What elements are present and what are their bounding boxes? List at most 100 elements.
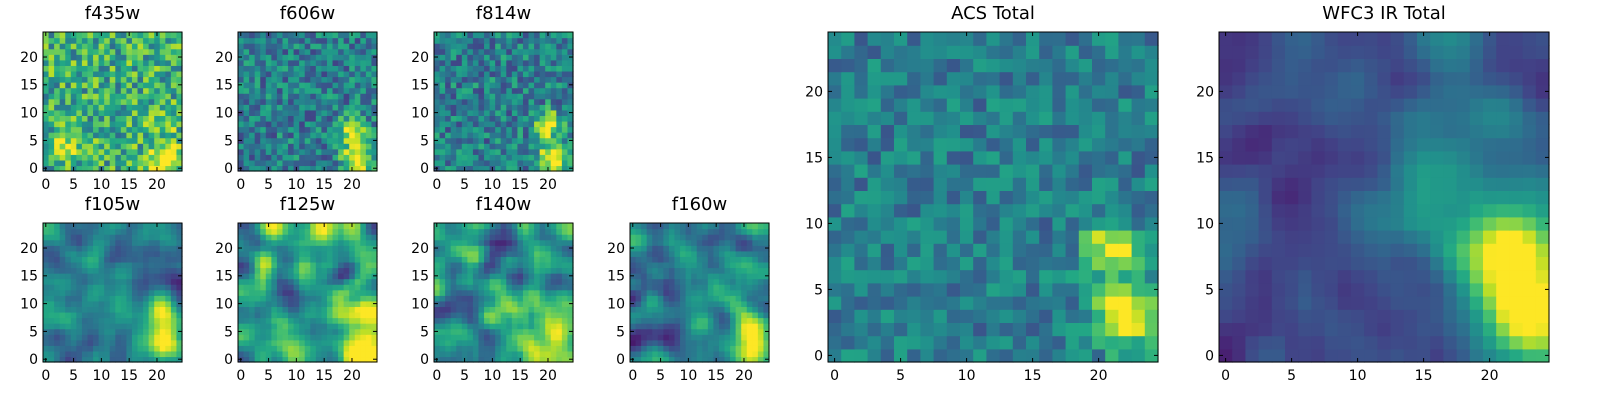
heatmap-cell: [321, 65, 328, 72]
heatmap-cell: [445, 115, 452, 122]
heatmap-cell: [326, 48, 334, 55]
heatmap-cell: [556, 334, 563, 341]
heatmap-cell: [310, 82, 317, 89]
heatmap-cell: [522, 223, 530, 230]
heatmap-cell: [828, 203, 842, 218]
heatmap-cell: [109, 48, 116, 55]
heatmap-cell: [545, 250, 552, 257]
heatmap-cell: [271, 295, 278, 302]
heatmap-cell: [506, 148, 513, 155]
heatmap-cell: [545, 82, 552, 89]
heatmap-cell: [567, 234, 574, 241]
heatmap-cell: [165, 350, 172, 358]
y-tick-label: 10: [215, 297, 233, 313]
heatmap-cell: [87, 65, 94, 72]
heatmap-cell: [517, 148, 524, 155]
heatmap-cell: [713, 250, 720, 257]
heatmap-cell: [65, 339, 72, 346]
heatmap-cell: [76, 93, 83, 100]
heatmap-cell: [450, 76, 457, 83]
heatmap-cell: [288, 323, 295, 330]
heatmap-cell: [478, 278, 485, 285]
heatmap-cell: [293, 43, 300, 50]
heatmap-cell: [652, 311, 659, 319]
heatmap-cell: [131, 228, 139, 235]
heatmap-cell: [445, 93, 452, 100]
heatmap-cell: [154, 65, 161, 72]
heatmap-cell: [365, 334, 373, 341]
heatmap-cell: [724, 295, 731, 302]
heatmap-cell: [299, 323, 306, 330]
heatmap-cell: [332, 350, 339, 358]
heatmap-cell: [517, 159, 524, 167]
heatmap-cell: [254, 37, 261, 44]
heatmap-cell: [299, 48, 306, 55]
heatmap-cell: [332, 115, 339, 122]
heatmap-cell: [946, 256, 961, 271]
heatmap-cell: [511, 273, 518, 280]
heatmap-cell: [349, 154, 356, 161]
heatmap-cell: [556, 228, 563, 235]
heatmap-cell: [450, 148, 457, 155]
heatmap-cell: [137, 267, 144, 274]
heatmap-cell: [960, 348, 974, 363]
heatmap-cell: [735, 250, 742, 257]
heatmap-cell: [98, 300, 105, 307]
heatmap-cell: [349, 48, 356, 55]
heatmap-cell: [1052, 322, 1067, 337]
heatmap-cell: [276, 98, 284, 105]
heatmap-cell: [265, 70, 272, 78]
heatmap-cell: [98, 261, 105, 269]
heatmap-cell: [332, 295, 339, 302]
heatmap-cell: [332, 65, 339, 72]
heatmap-cell: [680, 273, 687, 280]
heatmap-cell: [349, 143, 356, 150]
heatmap-cell: [293, 334, 300, 341]
heatmap-cell: [276, 120, 284, 128]
heatmap-cell: [254, 59, 261, 66]
heatmap-cell: [668, 250, 676, 257]
heatmap-cell: [534, 300, 541, 307]
heatmap-cell: [450, 323, 457, 330]
heatmap-cell: [567, 132, 574, 139]
heatmap-cell: [506, 132, 513, 139]
heatmap-cell: [478, 350, 485, 358]
heatmap-cell: [315, 82, 322, 89]
heatmap-cell: [59, 126, 66, 133]
heatmap-cell: [484, 278, 491, 285]
heatmap-cell: [310, 289, 317, 296]
heatmap-cell: [315, 143, 322, 150]
heatmap-cell: [131, 261, 139, 269]
heatmap-cell: [641, 356, 648, 363]
heatmap-cell: [249, 43, 256, 50]
heatmap-cell: [506, 143, 513, 150]
heatmap-cell: [249, 159, 256, 167]
heatmap-cell: [254, 98, 261, 105]
heatmap-cell: [752, 339, 759, 346]
heatmap-cell: [365, 267, 373, 274]
heatmap-cell: [238, 148, 245, 155]
heatmap-cell: [109, 278, 116, 285]
heatmap-cell: [1118, 256, 1133, 271]
heatmap-cell: [472, 284, 480, 291]
heatmap-cell: [131, 289, 139, 296]
heatmap-cell: [365, 284, 373, 291]
heatmap-cell: [1065, 269, 1080, 284]
heatmap-cell: [354, 250, 361, 257]
heatmap-cell: [539, 126, 546, 133]
heatmap-cell: [271, 256, 278, 263]
heatmap-cell: [652, 245, 659, 252]
x-tick-label: 10: [483, 177, 501, 193]
heatmap-cell: [310, 76, 317, 83]
heatmap-cell: [641, 239, 648, 246]
heatmap-cell: [741, 267, 748, 274]
heatmap-cell: [371, 334, 378, 341]
heatmap-cell: [730, 228, 737, 235]
heatmap-cell: [310, 300, 317, 307]
heatmap-cell: [500, 356, 507, 363]
heatmap-cell: [126, 65, 133, 72]
heatmap-cell: [131, 70, 139, 78]
heatmap-cell: [76, 323, 83, 330]
heatmap-cell: [986, 335, 1001, 350]
heatmap-cell: [724, 311, 731, 319]
